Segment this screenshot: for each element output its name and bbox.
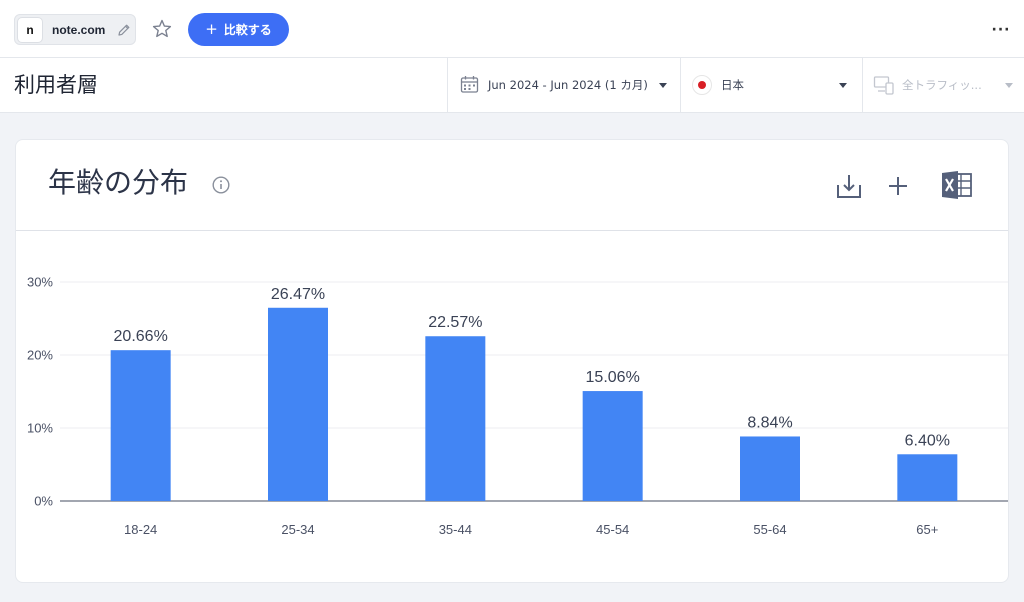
data-label: 20.66% [114, 328, 168, 345]
bar-65+ [897, 454, 958, 501]
more-icon[interactable]: ··· [991, 22, 1011, 38]
y-tick-label: 20% [27, 348, 53, 363]
date-range-value: Jun 2024 - Jun 2024 (1 カ月) [488, 78, 648, 92]
country-value: 日本 [721, 78, 744, 92]
calendar-icon [460, 76, 479, 93]
y-tick-label: 10% [27, 421, 53, 436]
x-tick-label: 18-24 [124, 522, 157, 537]
excel-icon[interactable] [941, 170, 973, 200]
bar-55-64 [740, 436, 800, 501]
site-name: note.com [52, 23, 106, 37]
chevron-down-icon [659, 83, 667, 88]
plus-icon: + [205, 20, 218, 38]
x-tick-label: 25-34 [281, 522, 314, 537]
card-divider [16, 230, 1008, 231]
data-label: 6.40% [905, 432, 950, 449]
filter-bar: 利用者層 Jun 2024 - Jun 2024 (1 カ月) 日本 全トラフィ… [0, 58, 1024, 113]
top-bar: n note.com + 比較する ··· [0, 0, 1024, 58]
site-chip[interactable]: n note.com [14, 14, 136, 45]
pencil-icon[interactable] [116, 22, 132, 38]
chevron-down-icon [839, 83, 847, 88]
japan-flag-icon [692, 75, 712, 95]
date-range-filter[interactable]: Jun 2024 - Jun 2024 (1 カ月) [447, 58, 680, 113]
x-tick-label: 35-44 [439, 522, 472, 537]
country-filter[interactable]: 日本 [680, 58, 862, 113]
age-distribution-card: 年齢の分布 [15, 139, 1009, 583]
y-tick-label: 0% [34, 494, 53, 509]
data-label: 26.47% [271, 286, 325, 303]
compare-button-label: 比較する [223, 23, 272, 37]
bar-45-54 [582, 391, 643, 501]
star-icon[interactable] [151, 18, 173, 40]
info-icon[interactable] [212, 176, 230, 194]
card-title: 年齢の分布 [48, 166, 189, 199]
site-favicon: n [17, 17, 43, 43]
traffic-value: 全トラフィッ... [902, 78, 982, 92]
bar-35-44 [425, 336, 486, 501]
add-icon[interactable] [886, 174, 910, 198]
x-tick-label: 55-64 [753, 522, 786, 537]
download-icon[interactable] [836, 173, 862, 199]
data-label: 8.84% [747, 414, 792, 431]
devices-icon [873, 76, 894, 95]
traffic-filter[interactable]: 全トラフィッ... [862, 58, 1024, 113]
bar-18-24 [110, 350, 171, 501]
data-label: 22.57% [428, 314, 482, 331]
x-tick-label: 45-54 [596, 522, 629, 537]
y-tick-label: 30% [27, 275, 53, 290]
compare-button[interactable]: + 比較する [188, 13, 289, 46]
x-tick-label: 65+ [916, 522, 938, 537]
data-label: 15.06% [586, 369, 640, 386]
chevron-down-icon [1005, 83, 1013, 88]
page-title: 利用者層 [14, 73, 98, 97]
bar-25-34 [268, 307, 328, 501]
